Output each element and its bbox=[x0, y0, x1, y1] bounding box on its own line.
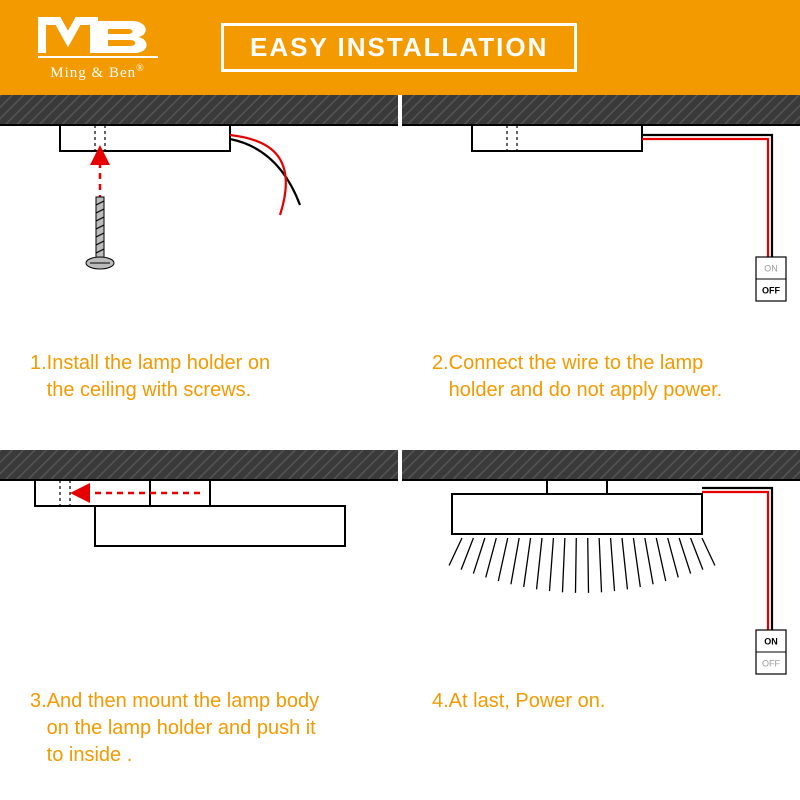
header-title: EASY INSTALLATION bbox=[221, 23, 577, 72]
step-caption-2: 2.Connect the wire to the lamp holder an… bbox=[402, 350, 744, 404]
light-rays-icon bbox=[449, 538, 715, 593]
steps-grid: 1.Install the lamp holder on the ceiling… bbox=[0, 95, 800, 800]
diagram-step-2: ON OFF bbox=[402, 95, 800, 345]
switch-on-label: ON bbox=[764, 636, 778, 646]
power-switch[interactable]: ON OFF bbox=[756, 630, 786, 674]
switch-off-label: OFF bbox=[762, 285, 780, 295]
diagram-step-1 bbox=[0, 95, 398, 345]
step-caption-4: 4.At last, Power on. bbox=[402, 688, 627, 715]
switch-on-label: ON bbox=[764, 263, 778, 273]
diagram-step-3 bbox=[0, 450, 398, 700]
diagram-step-4: ON OFF bbox=[402, 450, 800, 700]
brand-name: Ming & Ben® bbox=[50, 63, 144, 82]
step-panel-1: 1.Install the lamp holder on the ceiling… bbox=[0, 95, 398, 447]
screw-icon bbox=[86, 197, 114, 269]
mb-logo-icon bbox=[38, 13, 158, 61]
header-bar: Ming & Ben® EASY INSTALLATION bbox=[0, 0, 800, 95]
power-switch[interactable]: ON OFF bbox=[756, 257, 786, 301]
step-panel-3: 3.And then mount the lamp body on the la… bbox=[0, 450, 398, 800]
step-panel-2: ON OFF 2.Connect the wire to the lamp ho… bbox=[402, 95, 800, 447]
infographic: Ming & Ben® EASY INSTALLATION bbox=[0, 0, 800, 800]
switch-off-label: OFF bbox=[762, 658, 780, 668]
step-panel-4: ON OFF 4.At last, Power on. bbox=[402, 450, 800, 800]
step-caption-1: 1.Install the lamp holder on the ceiling… bbox=[0, 350, 292, 404]
step-caption-3: 3.And then mount the lamp body on the la… bbox=[0, 688, 341, 769]
brand-logo: Ming & Ben® bbox=[0, 0, 195, 95]
